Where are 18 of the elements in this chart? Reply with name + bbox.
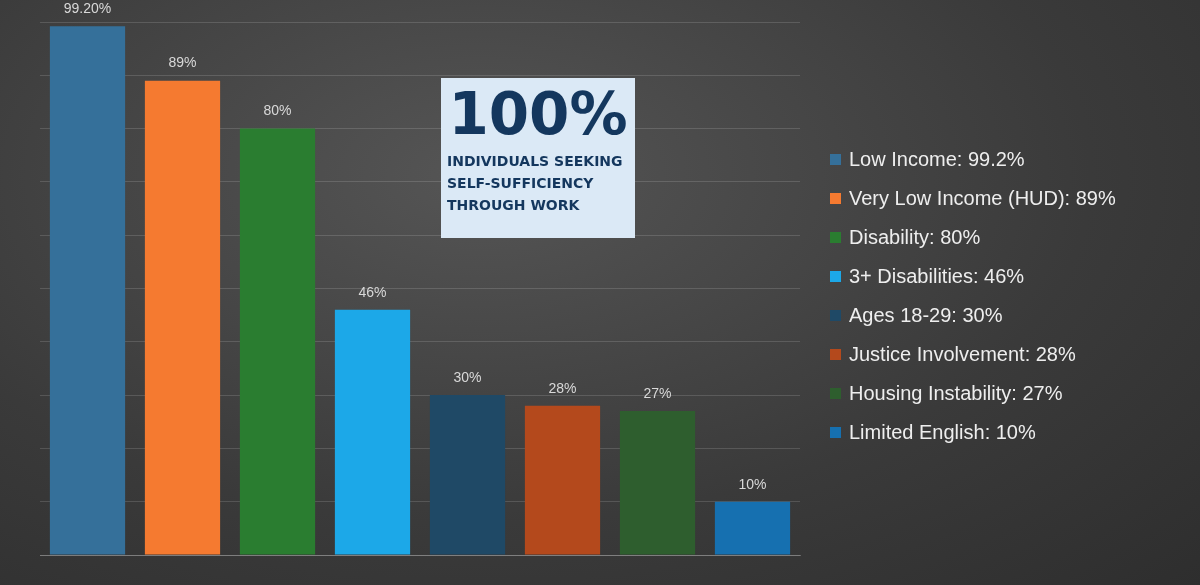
data-label: 30% xyxy=(453,368,482,385)
legend-label: Ages 18-29: 30% xyxy=(849,304,1003,327)
data-label: 99.20% xyxy=(63,0,112,17)
legend-label: Disability: 80% xyxy=(849,226,981,249)
annotation: 100% xyxy=(447,80,629,148)
data-label: 46% xyxy=(358,283,387,300)
legend-label: Very Low Income (HUD): 89% xyxy=(849,187,1116,210)
legend-label: Justice Involvement: 28% xyxy=(849,343,1076,366)
legend-label: Limited English: 10% xyxy=(849,421,1036,444)
legend-label: 3+ Disabilities: 46% xyxy=(849,265,1025,288)
data-label: 89% xyxy=(168,54,197,71)
annotation: INDIVIDUALS SEEKING SELF-SUFFICIENCY THROUGH WORK xyxy=(447,152,624,215)
data-label: 80% xyxy=(263,102,292,119)
data-label: 28% xyxy=(548,379,577,396)
legend-label: Housing Instability: 27% xyxy=(849,382,1063,405)
data-label: 10% xyxy=(738,475,767,492)
data-label: 27% xyxy=(643,384,672,401)
legend-label: Low Income: 99.2% xyxy=(849,148,1025,171)
